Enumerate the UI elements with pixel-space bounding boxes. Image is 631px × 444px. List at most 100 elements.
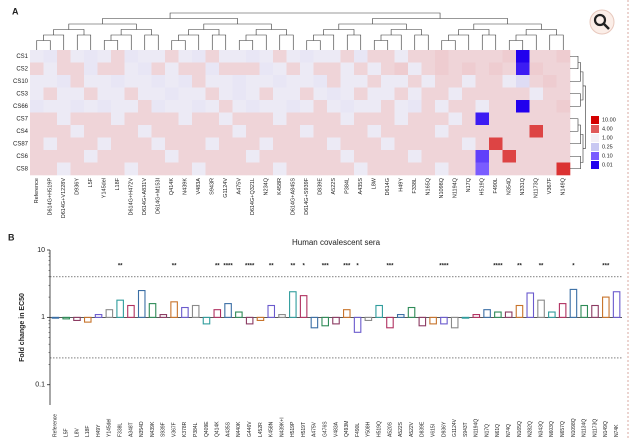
x-tick-label: P384L [193, 422, 199, 437]
column-label: N149Q [561, 177, 567, 195]
heatmap-cell [489, 162, 503, 176]
bar [364, 316, 373, 321]
significance-label: **** [245, 264, 255, 270]
x-tick-label: N440K [236, 421, 242, 437]
x-tick-label: A522S [398, 421, 404, 437]
heatmap-cell [327, 112, 341, 126]
heatmap-cell [300, 125, 314, 138]
heatmap-cell [462, 62, 476, 76]
bar [472, 314, 481, 318]
heatmap-cell [97, 87, 112, 101]
row-label: CS8 [16, 166, 28, 172]
column-label: D614G+Q321L [250, 178, 256, 215]
heatmap-cell [475, 87, 490, 101]
heatmap-cell [43, 87, 58, 101]
heatmap-cell [97, 150, 112, 163]
heatmap-cell [84, 137, 98, 151]
heatmap-cell [219, 162, 233, 176]
heatmap-cell [313, 100, 328, 113]
bar [137, 290, 146, 318]
legend-swatch [591, 116, 599, 124]
significance-label: ** [215, 264, 220, 270]
bar [396, 314, 405, 318]
heatmap-cell [475, 100, 490, 113]
heatmap-cell [70, 87, 85, 101]
heatmap-cell [111, 62, 125, 76]
heatmap-cell [340, 62, 355, 76]
heatmap-cell [192, 87, 206, 101]
heatmap-cell [124, 162, 139, 176]
heatmap-cell [516, 50, 530, 63]
heatmap-cell [556, 75, 571, 88]
column-label: F490L [493, 178, 499, 194]
heatmap-cell [300, 100, 314, 113]
bar [51, 316, 60, 319]
heatmap-cell [556, 150, 571, 163]
significance-label: **** [223, 264, 233, 270]
heatmap-cell [286, 112, 301, 126]
column-label: V367F [547, 177, 553, 194]
heatmap-cell [138, 75, 152, 88]
bar [548, 311, 556, 318]
heatmap-cell [502, 125, 517, 138]
heatmap-cell [462, 112, 476, 126]
x-tick-label: H519Q [376, 421, 382, 437]
heatmap-cell [435, 112, 449, 126]
heatmap-cell [84, 75, 98, 88]
heatmap-cell [286, 162, 301, 176]
heatmap-cell [70, 137, 85, 151]
heatmap-cell [529, 162, 544, 176]
bar [159, 314, 168, 318]
heatmap-cell [43, 100, 58, 113]
heatmap-cell [381, 162, 395, 176]
x-tick-label: N439K+I [279, 417, 285, 437]
search-icon[interactable] [589, 9, 615, 35]
heatmap-cell [30, 150, 44, 163]
heatmap-cell [340, 125, 355, 138]
heatmap-cell [394, 162, 409, 176]
heatmap-cell [516, 62, 530, 76]
heatmap-cell [556, 62, 571, 76]
column-label: A475V [237, 178, 243, 195]
heatmap-cell [421, 75, 436, 88]
significance-label: * [302, 264, 305, 270]
x-tick-label: Reference [53, 414, 59, 437]
x-tick-label: Q414K [215, 421, 221, 437]
heatmap-cell [462, 75, 476, 88]
heatmap-cell [543, 162, 557, 176]
heatmap-cell [273, 62, 287, 76]
heatmap-cell [475, 62, 490, 76]
bar [515, 304, 524, 318]
heatmap-cell [57, 137, 71, 151]
heatmap-cell [408, 150, 422, 163]
heatmap-cell [354, 75, 368, 88]
heatmap-cell [192, 62, 206, 76]
heatmap-cell [516, 75, 530, 88]
heatmap-cell [435, 62, 449, 76]
x-tick-label: N1134Q [582, 419, 588, 437]
heatmap-cell [327, 125, 341, 138]
heatmap-cell [462, 87, 476, 101]
heatmap-cell [435, 50, 449, 63]
heatmap-cell [259, 112, 274, 126]
heatmap-cell [97, 75, 112, 88]
row-label: CS7 [16, 116, 28, 122]
heatmap-cell [354, 112, 368, 126]
heatmap-cell [30, 100, 44, 113]
heatmap-cell [97, 62, 112, 76]
heatmap-cell [408, 125, 422, 138]
heatmap-cell [529, 100, 544, 113]
heatmap-cell [259, 150, 274, 163]
heatmap-cell [367, 112, 382, 126]
y-axis-label: Fold change in EC50 [19, 293, 26, 362]
heatmap-cell [30, 162, 44, 176]
heatmap-cell [84, 100, 98, 113]
heatmap-cell [246, 112, 260, 126]
heatmap-cell [354, 100, 368, 113]
heatmap-cell [381, 87, 395, 101]
x-tick-label: G476S [323, 421, 329, 437]
heatmap-cell [421, 137, 436, 151]
column-label: D614G+A831V [142, 178, 148, 215]
heatmap-cell [340, 162, 355, 176]
heatmap-cell [165, 62, 179, 76]
